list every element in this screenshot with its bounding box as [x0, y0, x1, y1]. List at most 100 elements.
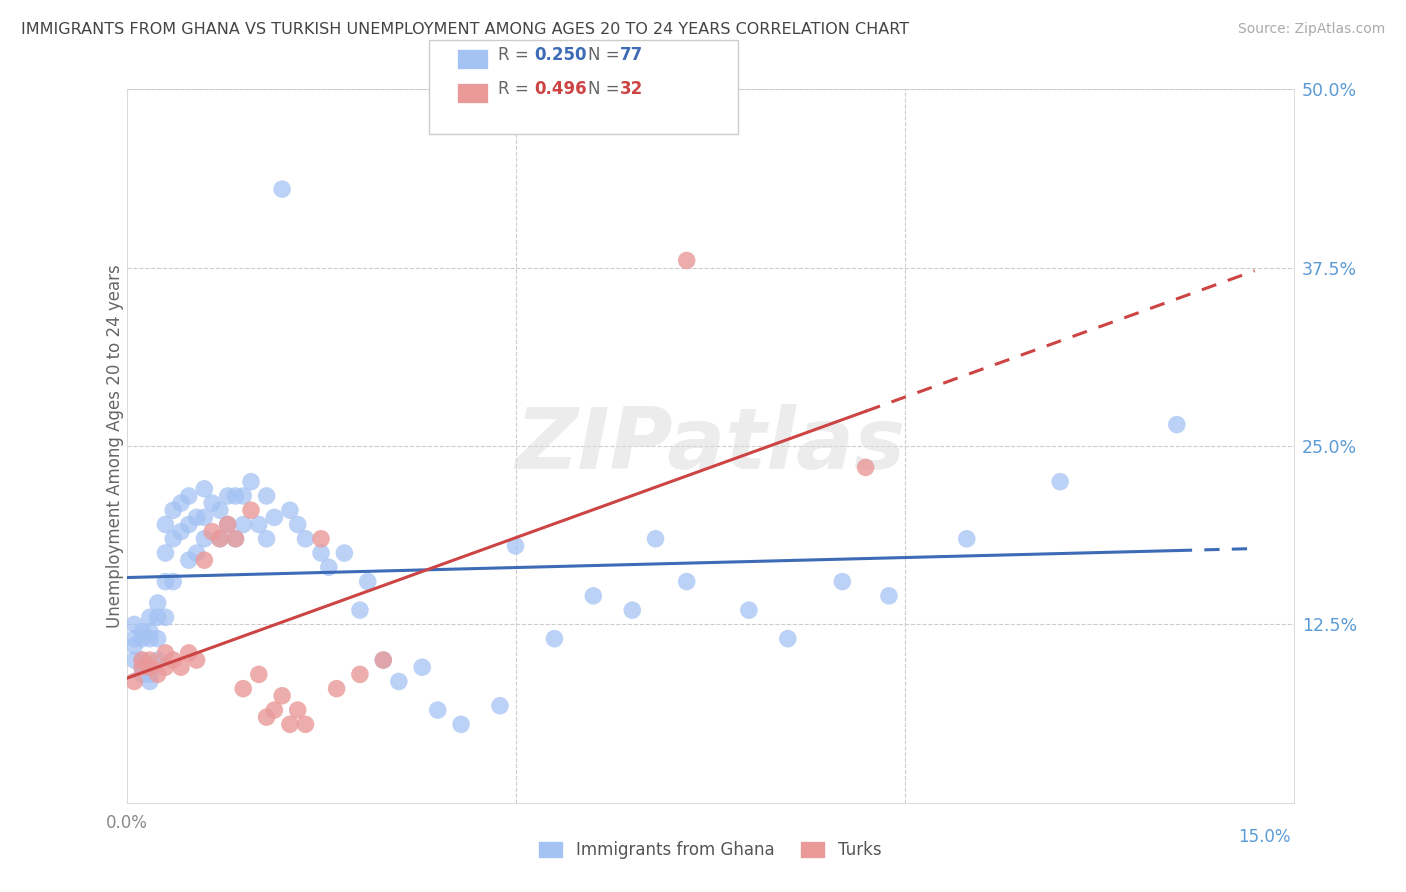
Point [263, 510, 285, 524]
Point [139, 610, 162, 624]
Point [193, 532, 215, 546]
Point [201, 524, 224, 539]
Point [644, 532, 666, 546]
Point [256, 489, 278, 503]
Point [349, 667, 371, 681]
Point [208, 532, 231, 546]
Legend: Immigrants from Ghana, Turks: Immigrants from Ghana, Turks [531, 834, 889, 866]
Point [146, 632, 169, 646]
Point [450, 717, 472, 731]
Point [124, 617, 146, 632]
Point [146, 667, 169, 681]
Point [675, 253, 697, 268]
Point [738, 603, 761, 617]
Point [256, 532, 278, 546]
Point [177, 489, 200, 503]
Point [294, 717, 316, 731]
Point [139, 653, 162, 667]
Point [240, 475, 263, 489]
Point [232, 681, 254, 696]
Point [131, 632, 153, 646]
Point [263, 703, 285, 717]
Point [162, 503, 184, 517]
Point [956, 532, 979, 546]
Point [357, 574, 380, 589]
Point [208, 532, 231, 546]
Point [294, 532, 316, 546]
Point [146, 653, 169, 667]
Text: 15.0%: 15.0% [1239, 828, 1291, 846]
Point [247, 517, 270, 532]
Text: 32: 32 [620, 80, 644, 98]
Point [232, 517, 254, 532]
Point [131, 660, 153, 674]
Point [224, 532, 246, 546]
Point [505, 539, 527, 553]
Point [388, 674, 411, 689]
Point [489, 698, 512, 713]
Text: 0.496: 0.496 [534, 80, 586, 98]
Point [287, 703, 309, 717]
Point [186, 653, 208, 667]
Point [271, 689, 294, 703]
Point [124, 653, 146, 667]
Point [177, 646, 200, 660]
Point [318, 560, 340, 574]
Point [256, 710, 278, 724]
Point [139, 660, 162, 674]
Point [582, 589, 605, 603]
Point [309, 546, 332, 560]
Point [877, 589, 900, 603]
Text: 77: 77 [620, 46, 644, 64]
Point [224, 489, 246, 503]
Point [193, 553, 215, 567]
Point [186, 546, 208, 560]
Point [170, 660, 193, 674]
Point [162, 653, 184, 667]
Point [208, 503, 231, 517]
Text: N =: N = [588, 46, 624, 64]
Point [224, 532, 246, 546]
Point [349, 603, 371, 617]
Point [155, 610, 177, 624]
Point [217, 517, 239, 532]
Point [155, 517, 177, 532]
Point [177, 517, 200, 532]
Point [333, 546, 356, 560]
Text: R =: R = [498, 80, 534, 98]
Point [1166, 417, 1188, 432]
Point [131, 653, 153, 667]
Point [271, 182, 294, 196]
Point [373, 653, 395, 667]
Point [139, 624, 162, 639]
Text: ZIPatlas: ZIPatlas [515, 404, 905, 488]
Y-axis label: Unemployment Among Ages 20 to 24 years: Unemployment Among Ages 20 to 24 years [107, 264, 124, 628]
Point [217, 489, 239, 503]
Point [131, 653, 153, 667]
Point [170, 496, 193, 510]
Point [426, 703, 449, 717]
Point [193, 482, 215, 496]
Point [146, 610, 169, 624]
Point [146, 596, 169, 610]
Point [278, 717, 301, 731]
Point [831, 574, 853, 589]
Point [162, 532, 184, 546]
Text: R =: R = [498, 46, 534, 64]
Point [325, 681, 347, 696]
Point [162, 574, 184, 589]
Point [217, 517, 239, 532]
Point [278, 503, 301, 517]
Point [139, 674, 162, 689]
Point [855, 460, 877, 475]
Point [139, 667, 162, 681]
Point [155, 646, 177, 660]
Text: IMMIGRANTS FROM GHANA VS TURKISH UNEMPLOYMENT AMONG AGES 20 TO 24 YEARS CORRELAT: IMMIGRANTS FROM GHANA VS TURKISH UNEMPLO… [21, 22, 910, 37]
Point [373, 653, 395, 667]
Point [621, 603, 644, 617]
Point [155, 546, 177, 560]
Point [411, 660, 433, 674]
Point [675, 574, 697, 589]
Point [193, 510, 215, 524]
Point [131, 624, 153, 639]
